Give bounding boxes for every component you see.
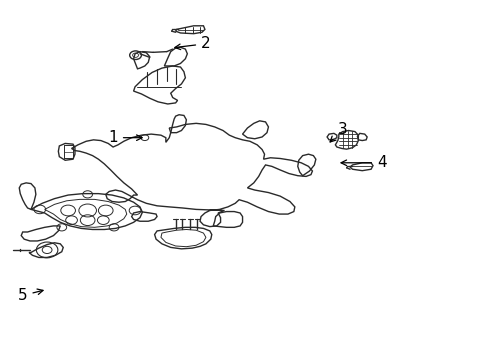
Text: 2: 2 [175, 36, 211, 51]
Text: 1: 1 [108, 130, 142, 145]
Text: 3: 3 [330, 122, 347, 142]
Text: 4: 4 [341, 155, 387, 170]
Text: 5: 5 [18, 288, 43, 303]
